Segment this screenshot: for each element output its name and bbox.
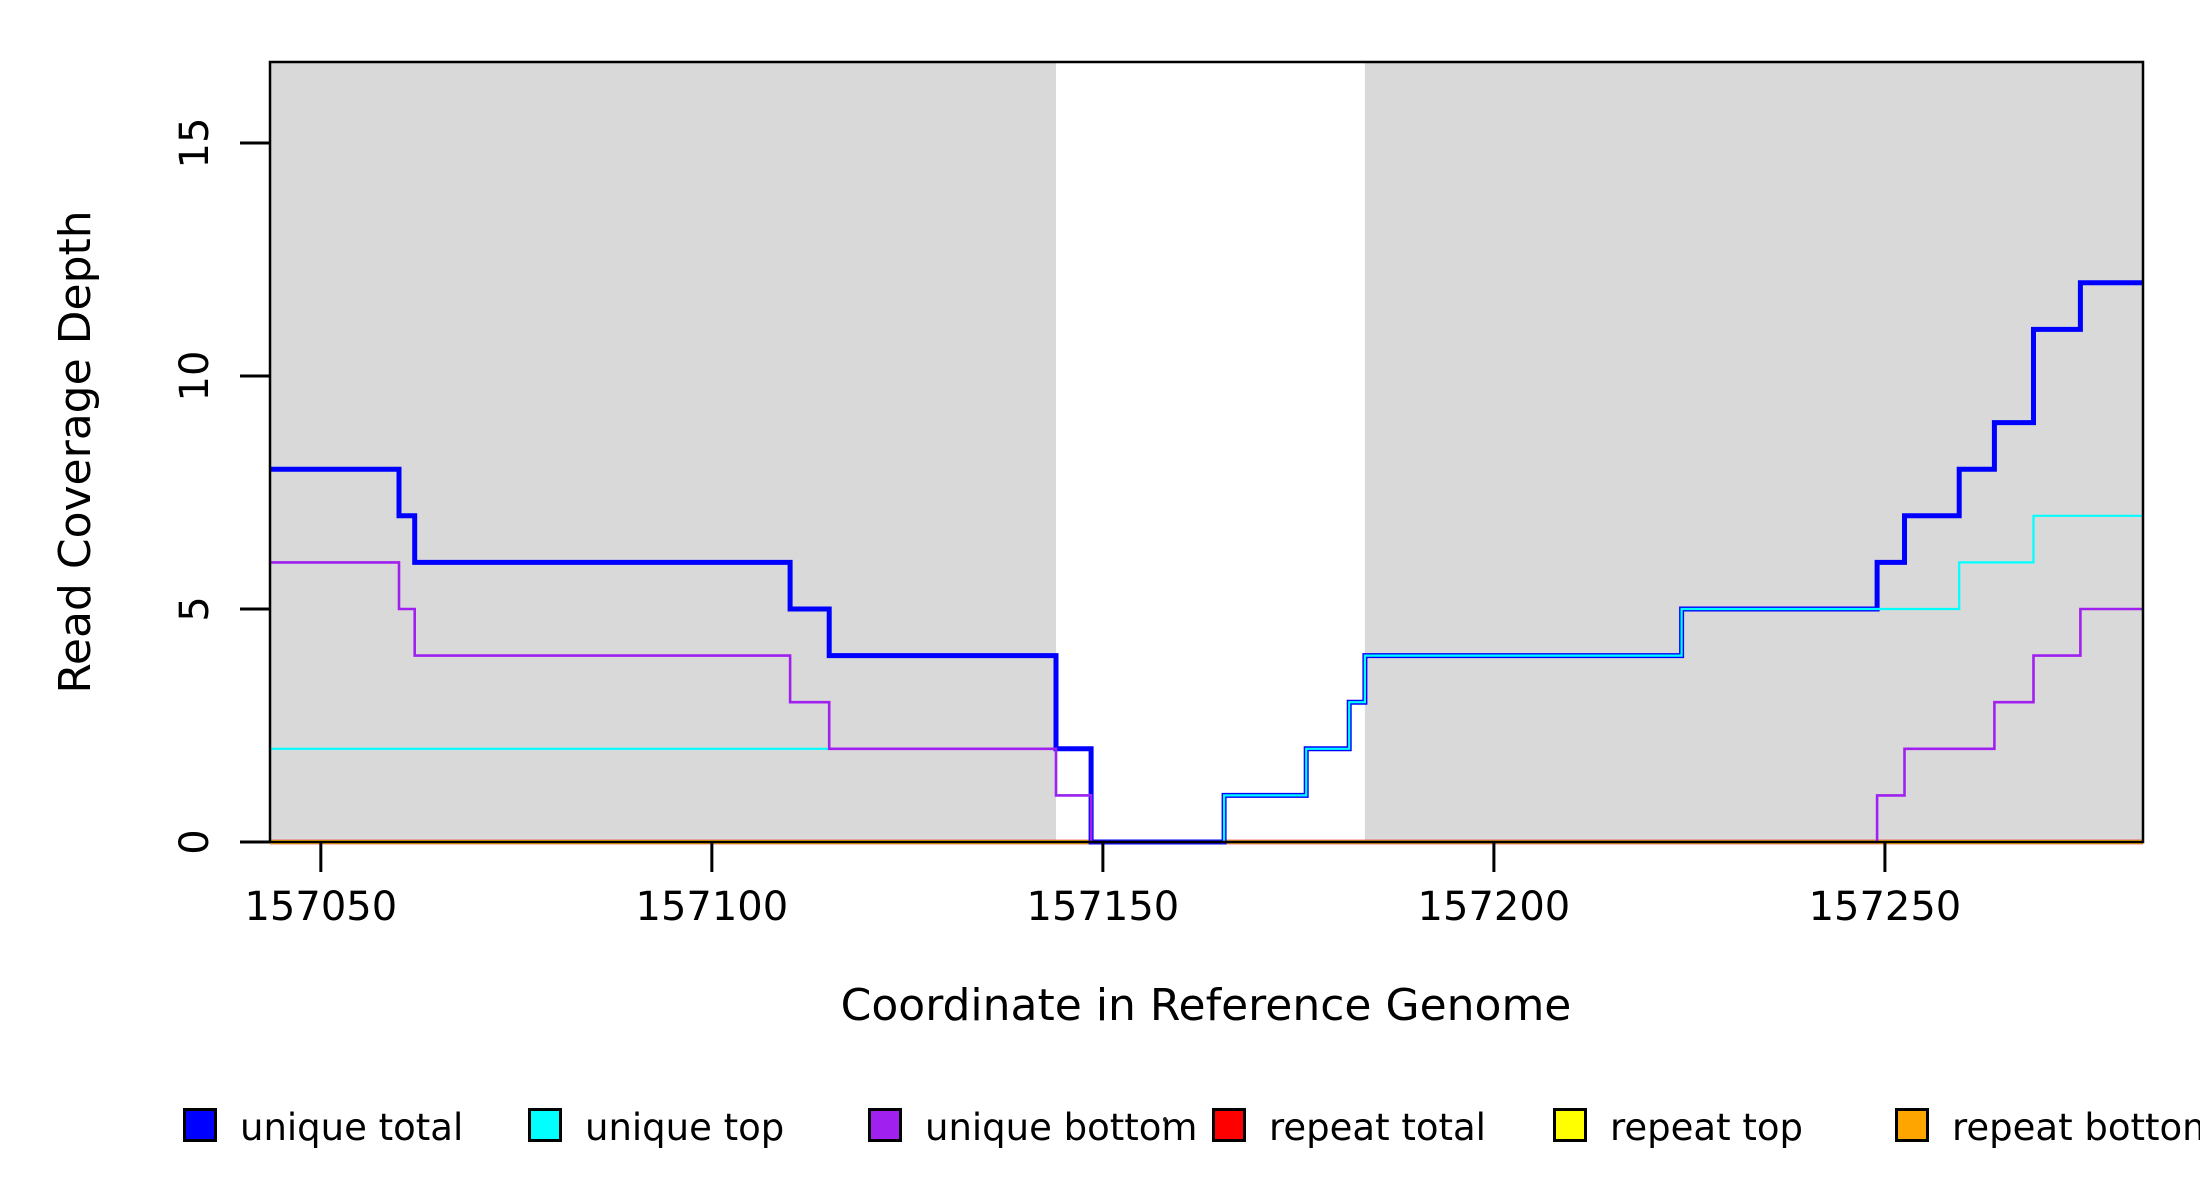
y-tick-label: 0 — [172, 829, 218, 854]
x-tick-label: 157050 — [244, 884, 397, 930]
legend-label: repeat bottom — [1952, 1106, 2200, 1149]
x-tick-label: 157200 — [1418, 884, 1571, 930]
repeat-region-right — [1364, 62, 2143, 842]
legend-swatch — [1895, 1108, 1929, 1142]
legend-swatch — [868, 1108, 902, 1142]
repeat-region-left — [270, 62, 1056, 842]
legend-label: unique total — [240, 1106, 464, 1149]
y-axis-title: Read Coverage Depth — [50, 210, 101, 693]
legend-swatch — [183, 1108, 217, 1142]
x-tick-label: 157150 — [1027, 884, 1180, 930]
stray-mark — [1163, 1117, 1167, 1122]
y-tick-label: 5 — [172, 596, 218, 621]
x-tick-label: 157250 — [1809, 884, 1962, 930]
legend-label: unique top — [585, 1106, 785, 1149]
x-tick-label: 157100 — [636, 884, 789, 930]
legend-swatch — [1553, 1108, 1587, 1142]
y-tick-label: 15 — [172, 118, 218, 169]
series-path-unique-bottom — [270, 561, 2143, 844]
legend-label: repeat total — [1269, 1106, 1486, 1149]
axes: 157050 157100 157150 157200 157250 0 5 10 15 — [172, 60, 2145, 930]
legend-swatch — [528, 1108, 562, 1142]
legend-label: repeat top — [1610, 1106, 1803, 1149]
legend-swatch — [1212, 1108, 1246, 1142]
plot-box — [268, 60, 2145, 844]
x-axis-title: Coordinate in Reference Genome — [841, 980, 1572, 1031]
legend-label: unique bottom — [925, 1106, 1198, 1149]
y-tick-label: 10 — [172, 351, 218, 402]
shaded-regions — [270, 62, 2143, 842]
